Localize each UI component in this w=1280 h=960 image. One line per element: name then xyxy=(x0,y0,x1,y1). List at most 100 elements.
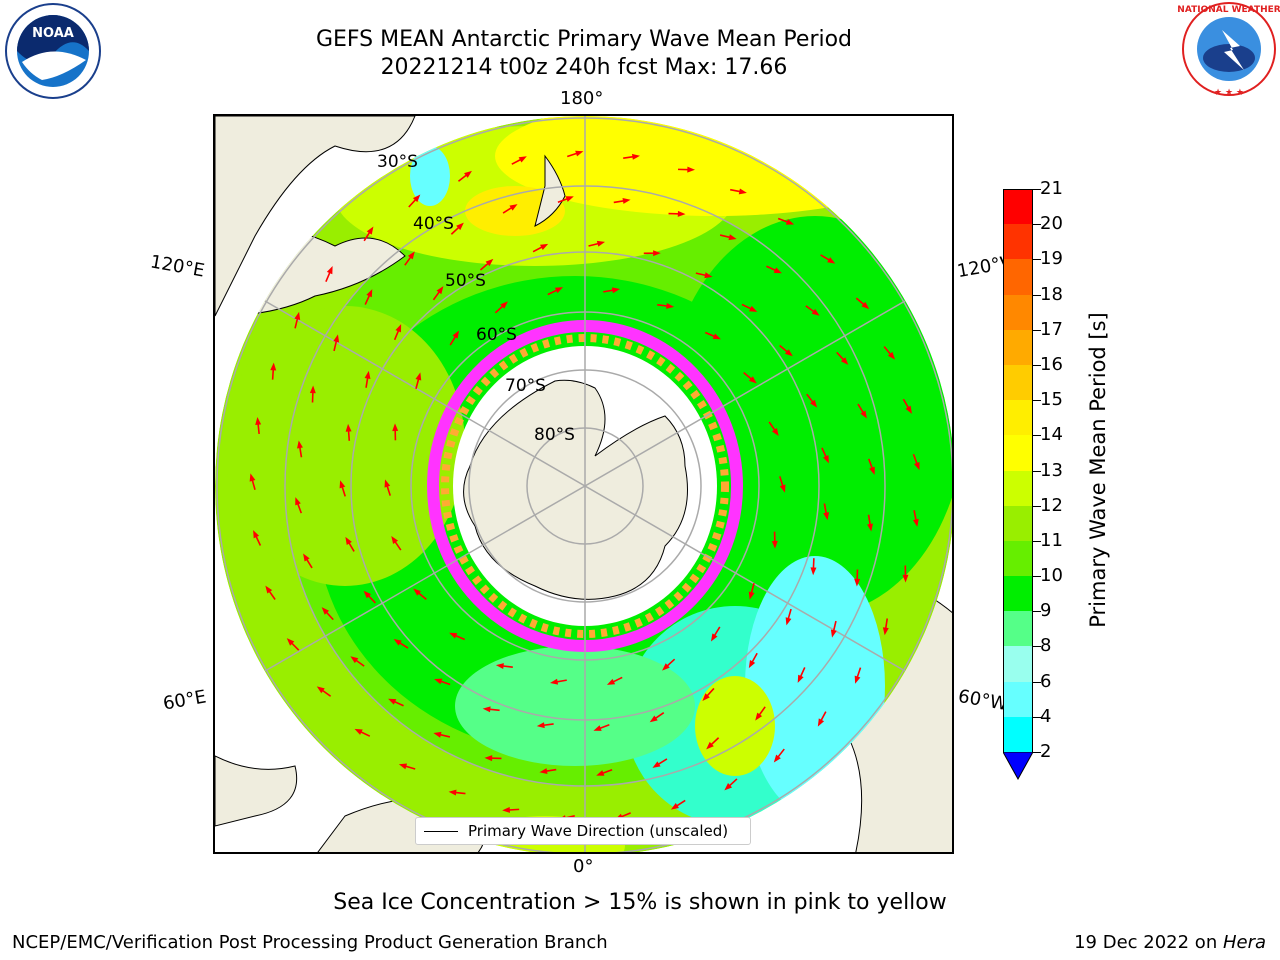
wave-arrow-head xyxy=(354,728,363,735)
wave-arrow-head xyxy=(286,638,295,646)
wave-arrow-head xyxy=(433,731,442,738)
wave-arrow-head xyxy=(773,267,782,274)
colorbar-tick-label: 9 xyxy=(1040,600,1052,622)
wave-arrow-head xyxy=(326,266,333,275)
wave-arrow-head xyxy=(554,287,564,294)
wave-arrow-head xyxy=(456,222,464,231)
colorbar-segment xyxy=(1003,189,1033,225)
wave-arrow-head xyxy=(539,243,549,251)
wave-arrow-head xyxy=(316,686,325,694)
wave-arrow-head xyxy=(415,372,422,381)
colorbar-tick-label: 20 xyxy=(1040,213,1063,235)
footer-credit: NCEP/EMC/Verification Post Processing Pr… xyxy=(12,932,608,953)
colorbar-tick-mark xyxy=(1033,189,1041,190)
colorbar-segment xyxy=(1003,716,1033,752)
wave-arrow-head xyxy=(395,324,402,333)
colorbar-segment xyxy=(1003,681,1033,717)
wave-arrow-head xyxy=(854,675,861,684)
wave-arrow-head xyxy=(384,479,391,488)
wave-arrow-head xyxy=(596,240,606,247)
wave-direction-arrows xyxy=(249,150,920,821)
lon-label-180: 180° xyxy=(560,88,604,109)
wave-arrow-head xyxy=(882,627,889,636)
colorbar-tick-label: 11 xyxy=(1040,529,1063,551)
wave-arrow-head xyxy=(860,410,867,419)
wave-arrow-head xyxy=(518,156,527,163)
colorbar-tick-mark xyxy=(1033,646,1041,648)
wave-arrow-head xyxy=(366,289,373,298)
wave-arrow-head xyxy=(749,305,758,312)
colorbar-tick-mark xyxy=(1033,540,1041,542)
colorbar-tick-label: 12 xyxy=(1040,494,1063,516)
wave-arrow-head xyxy=(687,166,696,173)
colorbar-label: Primary Wave Mean Period [s] xyxy=(1086,312,1110,628)
wave-arrow-head xyxy=(434,678,443,685)
wave-arrow-head xyxy=(728,234,737,241)
wave-arrow-head xyxy=(823,455,829,464)
colorbar-segment xyxy=(1003,576,1033,612)
wave-arrow-head xyxy=(364,370,371,379)
wave-arrow-head xyxy=(448,789,457,796)
wave-arrow-head xyxy=(622,198,631,204)
chart-subtitle: 20221214 t00z 240h fcst Max: 17.66 xyxy=(380,55,788,80)
wave-arrow-head xyxy=(817,718,825,727)
wave-arrow-head xyxy=(611,287,620,294)
wave-arrow-head xyxy=(255,417,262,425)
lon-label-60w: 60°W xyxy=(956,685,1010,716)
wave-arrow-head xyxy=(649,715,658,723)
wave-arrow-head xyxy=(861,301,870,310)
wave-arrow-head xyxy=(887,351,896,360)
colorbar-tick-label: 4 xyxy=(1040,705,1052,727)
colorbar-tick-mark xyxy=(1033,364,1041,366)
wave-arrow-head xyxy=(666,302,675,309)
wave-arrow-head xyxy=(902,574,909,583)
lon-label-60e: 60°E xyxy=(161,686,208,715)
wave-arrow-head xyxy=(748,591,755,600)
wave-arrow-head xyxy=(350,656,359,664)
wave-arrow-head xyxy=(575,150,584,157)
colorbar-tick-mark xyxy=(1033,576,1041,578)
wave-arrow-head xyxy=(333,334,340,343)
wave-arrow-head xyxy=(710,633,718,642)
colorbar-tick-label: 10 xyxy=(1040,565,1063,587)
colorbar-tick-mark xyxy=(1033,611,1041,613)
colorbar-extend-icon xyxy=(1003,752,1033,780)
svg-text:NATIONAL WEATHER: NATIONAL WEATHER xyxy=(1178,5,1280,15)
wave-arrow-head xyxy=(593,725,602,731)
wave-arrow-head xyxy=(785,218,795,225)
footer-date: 19 Dec 2022 on Hera xyxy=(1074,932,1266,953)
colorbar-segment xyxy=(1003,224,1033,260)
colorbar-tick-label: 8 xyxy=(1040,635,1052,657)
wave-arrow-head xyxy=(823,512,830,521)
wave-arrow-head xyxy=(502,806,511,813)
lat-label-30s: 30°S xyxy=(377,152,418,172)
lon-label-0: 0° xyxy=(573,856,594,877)
wave-arrow-head xyxy=(810,567,817,576)
colorbar-tick-label: 14 xyxy=(1040,424,1063,446)
wave-arrow-head xyxy=(485,258,494,267)
chart-title: GEFS MEAN Antarctic Primary Wave Mean Pe… xyxy=(315,27,853,52)
lon-label-120e: 120°E xyxy=(148,251,207,282)
footer-date-text: 19 Dec 2022 on xyxy=(1074,932,1223,953)
wave-arrow-head xyxy=(854,578,861,587)
colorbar-tick-label: 21 xyxy=(1040,178,1063,199)
wave-arrow-head xyxy=(303,553,310,562)
wave-arrow-head xyxy=(500,301,508,309)
wave-arrow-head xyxy=(452,330,460,339)
wave-arrow-head xyxy=(653,250,661,257)
noaa-logo: NOAA xyxy=(2,2,104,100)
wave-arrow-head xyxy=(662,663,670,671)
colorbar-tick-mark xyxy=(1033,400,1041,402)
lat-label-70s: 70°S xyxy=(505,376,546,396)
wave-arrow-head xyxy=(677,210,686,217)
colorbar-segment xyxy=(1003,470,1033,506)
wave-arrow-head xyxy=(482,706,491,713)
colorbar-segment xyxy=(1003,364,1033,401)
wave-arrow-head xyxy=(295,497,301,506)
wave-arrow-head xyxy=(253,530,260,539)
colorbar-segment xyxy=(1003,259,1033,295)
colorbar-segment xyxy=(1003,329,1033,365)
colorbar-tick-mark xyxy=(1033,294,1041,296)
wave-arrow-head xyxy=(297,440,303,449)
wave-arrow-head xyxy=(810,399,818,408)
